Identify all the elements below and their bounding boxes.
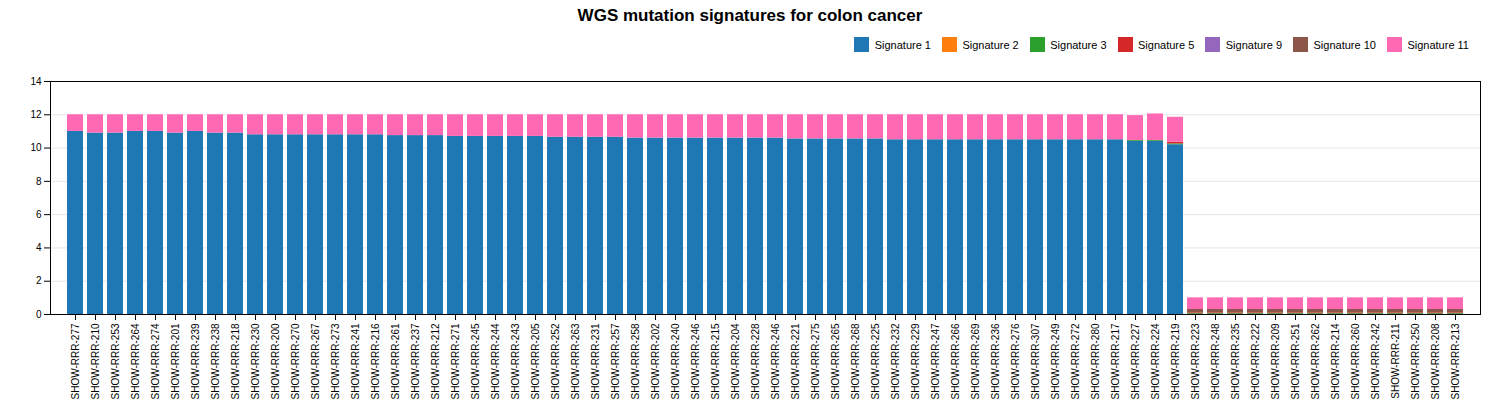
svg-text:0: 0 [36,308,42,319]
svg-text:SHOW-RRR-247: SHOW-RRR-247 [930,323,941,399]
svg-text:SHOW-RRR-244: SHOW-RRR-244 [490,323,501,399]
svg-text:SHOW-RRR-225: SHOW-RRR-225 [870,323,881,399]
svg-text:SHOW-RRR-213: SHOW-RRR-213 [1450,323,1461,399]
svg-text:12: 12 [30,108,42,119]
svg-text:SHOW-RRR-246: SHOW-RRR-246 [690,323,701,399]
svg-text:SHOW-RRR-236: SHOW-RRR-236 [990,323,1001,399]
svg-text:6: 6 [36,208,42,219]
svg-text:SHOW-RRR-212: SHOW-RRR-212 [430,323,441,399]
html-text:Signature 2: Signature 2 [962,38,1019,51]
svg-text:SHOW-RRR-280: SHOW-RRR-280 [1090,323,1101,399]
svg-text:SHOW-RRR-252: SHOW-RRR-252 [550,323,561,399]
svg-text:SHOW-RRR-216: SHOW-RRR-216 [370,323,381,399]
svg-text:SHOW-RRR-222: SHOW-RRR-222 [1250,323,1261,399]
svg-text:SHOW-RRR-237: SHOW-RRR-237 [410,323,421,399]
svg-text:SHOW-RRR-245: SHOW-RRR-245 [470,323,481,399]
svg-text:SHOW-RRR-217: SHOW-RRR-217 [1110,323,1121,399]
svg-text:SHOW-RRR-271: SHOW-RRR-271 [450,323,461,399]
svg-text:8: 8 [36,175,42,186]
html-text:Signature 5: Signature 5 [1138,38,1195,51]
svg-text:SHOW-RRR-202: SHOW-RRR-202 [650,323,661,399]
svg-text:SHOW-RRR-268: SHOW-RRR-268 [850,323,861,399]
svg-text:SHOW-RRR-209: SHOW-RRR-209 [1270,323,1281,399]
svg-text:SHOW-RRR-215: SHOW-RRR-215 [710,323,721,399]
svg-text:SHOW-RRR-249: SHOW-RRR-249 [1050,323,1061,399]
svg-text:SHOW-RRR-258: SHOW-RRR-258 [630,323,641,399]
svg-text:SHOW-RRR-307: SHOW-RRR-307 [1030,323,1041,399]
svg-text:SHOW-RRR-240: SHOW-RRR-240 [670,323,681,399]
svg-text:SHOW-RRR-208: SHOW-RRR-208 [1430,323,1441,399]
svg-text:SHOW-RRR-229: SHOW-RRR-229 [910,323,921,399]
svg-text:SHOW-RRR-235: SHOW-RRR-235 [1230,323,1241,399]
html-text:Signature 11: Signature 11 [1407,38,1469,51]
svg-text:SHOW-RRR-263: SHOW-RRR-263 [570,323,581,399]
svg-text:SHOW-RRR-272: SHOW-RRR-272 [1070,323,1081,399]
svg-text:SHOW-RRR-253: SHOW-RRR-253 [110,323,121,399]
svg-text:SHOW-RRR-269: SHOW-RRR-269 [970,323,981,399]
svg-text:SHOW-RRR-205: SHOW-RRR-205 [530,323,541,399]
svg-text:SHOW-RRR-273: SHOW-RRR-273 [330,323,341,399]
svg-text:SHOW-RRR-264: SHOW-RRR-264 [130,323,141,399]
svg-text:2: 2 [36,275,42,286]
svg-text:SHOW-RRR-214: SHOW-RRR-214 [1330,323,1341,399]
html-text:Signature 1: Signature 1 [874,38,931,51]
svg-text:SHOW-RRR-266: SHOW-RRR-266 [950,323,961,399]
svg-text:SHOW-RRR-219: SHOW-RRR-219 [1170,323,1181,399]
svg-text:SHOW-RRR-201: SHOW-RRR-201 [170,323,181,399]
svg-text:10: 10 [30,142,42,153]
svg-text:SHOW-RRR-257: SHOW-RRR-257 [610,323,621,399]
svg-text:14: 14 [30,75,42,86]
svg-text:SHOW-RRR-224: SHOW-RRR-224 [1150,323,1161,399]
svg-text:SHOW-RRR-274: SHOW-RRR-274 [150,323,161,399]
svg-text:SHOW-RRR-251: SHOW-RRR-251 [1290,323,1301,399]
svg-text:SHOW-RRR-275: SHOW-RRR-275 [810,323,821,399]
svg-text:SHOW-RRR-200: SHOW-RRR-200 [270,323,281,399]
svg-text:SHOW-RRR-221: SHOW-RRR-221 [790,323,801,399]
svg-text:4: 4 [36,242,42,253]
svg-text:SHOW-RRR-262: SHOW-RRR-262 [1310,323,1321,399]
svg-text:SHOW-RRR-276: SHOW-RRR-276 [1010,323,1021,399]
svg-text:SHOW-RRR-270: SHOW-RRR-270 [290,323,301,399]
svg-text:SHOW-RRR-267: SHOW-RRR-267 [310,323,321,399]
html-text:Signature 9: Signature 9 [1225,38,1282,51]
svg-text:SHOW-RRR-223: SHOW-RRR-223 [1190,323,1201,399]
svg-text:SHOW-RRR-250: SHOW-RRR-250 [1410,323,1421,399]
svg-text:SHOW-RRR-246: SHOW-RRR-246 [770,323,781,399]
svg-text:SHOW-RRR-218: SHOW-RRR-218 [230,323,241,399]
svg-text:SHOW-RRR-277: SHOW-RRR-277 [70,323,81,399]
svg-text:SHOW-RRR-265: SHOW-RRR-265 [830,323,841,399]
svg-text:SHOW-RRR-261: SHOW-RRR-261 [390,323,401,399]
svg-text:SHOW-RRR-210: SHOW-RRR-210 [90,323,101,399]
svg-text:SHOW-RRR-228: SHOW-RRR-228 [750,323,761,399]
html-text:Signature 3: Signature 3 [1050,38,1107,51]
svg-text:SHOW-RRR-227: SHOW-RRR-227 [1130,323,1141,399]
svg-text:SHOW-RRR-230: SHOW-RRR-230 [250,323,261,399]
svg-text:SHOW-RRR-204: SHOW-RRR-204 [730,323,741,399]
svg-text:SHOW-RRR-260: SHOW-RRR-260 [1350,323,1361,399]
svg-text:SHOW-RRR-211: SHOW-RRR-211 [1390,323,1401,399]
svg-text:SHOW-RRR-232: SHOW-RRR-232 [890,323,901,399]
html-text:WGS mutation signatures for co: WGS mutation signatures for colon cancer [577,6,923,25]
svg-text:SHOW-RRR-248: SHOW-RRR-248 [1210,323,1221,399]
html-text:Signature 10: Signature 10 [1313,38,1376,51]
svg-text:SHOW-RRR-231: SHOW-RRR-231 [590,323,601,399]
svg-text:SHOW-RRR-243: SHOW-RRR-243 [510,323,521,399]
svg-text:SHOW-RRR-239: SHOW-RRR-239 [190,323,201,399]
svg-text:SHOW-RRR-242: SHOW-RRR-242 [1370,323,1381,399]
svg-text:SHOW-RRR-238: SHOW-RRR-238 [210,323,221,399]
svg-text:SHOW-RRR-241: SHOW-RRR-241 [350,323,361,399]
